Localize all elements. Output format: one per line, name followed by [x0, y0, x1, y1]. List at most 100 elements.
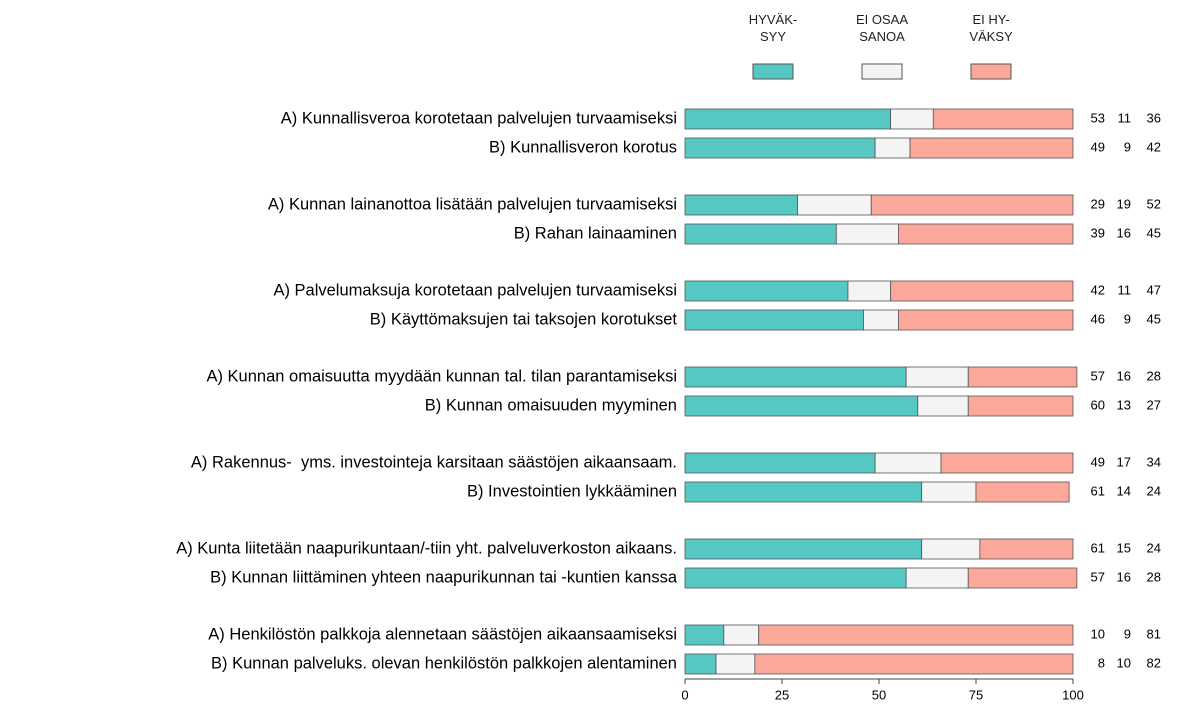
bar-segment	[863, 309, 899, 331]
bar-segment	[684, 452, 876, 474]
bar-segment	[684, 653, 717, 675]
legend-label: EI OSAA SANOA	[855, 12, 909, 44]
bar-segment	[909, 137, 1074, 159]
legend-swatch	[861, 63, 903, 80]
value-label: 57	[1091, 569, 1105, 584]
bar-segment	[723, 624, 760, 646]
bar-segment	[890, 280, 1074, 302]
bar-segment	[932, 108, 1074, 130]
bar-segment	[921, 538, 981, 560]
bar-segment	[905, 366, 969, 388]
value-label: 17	[1117, 454, 1131, 469]
value-label: 28	[1147, 368, 1161, 383]
value-label: 57	[1091, 368, 1105, 383]
value-label: 60	[1091, 397, 1105, 412]
value-label: 10	[1117, 655, 1131, 670]
bar-segment	[967, 567, 1078, 589]
bar-segment	[975, 481, 1070, 503]
category-label: A) Henkilöstön palkkoja alennetaan sääst…	[208, 625, 677, 643]
value-label: 11	[1118, 282, 1132, 297]
legend-label: EI HY- VÄKSY	[969, 12, 1013, 44]
bar-segment	[835, 223, 899, 245]
bar-segment	[715, 653, 756, 675]
category-label: B) Kunnan liittäminen yhteen naapurikunn…	[210, 568, 678, 586]
category-label: B) Investointien lykkääminen	[467, 482, 677, 500]
value-label: 52	[1147, 196, 1161, 211]
value-label: 39	[1091, 225, 1105, 240]
value-label: 16	[1117, 225, 1131, 240]
x-tick-label: 50	[872, 687, 886, 702]
bar-segment	[684, 366, 907, 388]
value-label: 14	[1117, 483, 1131, 498]
value-label: 36	[1147, 110, 1161, 125]
bar-segment	[684, 395, 919, 417]
value-label: 45	[1147, 311, 1161, 326]
bar-segment	[921, 481, 977, 503]
bar-segment	[684, 108, 892, 130]
category-label: A) Kunnallisveroa korotetaan palvelujen …	[281, 109, 677, 127]
value-label: 24	[1147, 483, 1161, 498]
bar-segment	[905, 567, 969, 589]
value-label: 49	[1091, 139, 1105, 154]
category-label: B) Käyttömaksujen tai taksojen korotukse…	[370, 310, 678, 328]
bar-segment	[967, 395, 1074, 417]
value-label: 16	[1117, 569, 1131, 584]
bar-segment	[847, 280, 892, 302]
bar-segment	[967, 366, 1078, 388]
value-label: 61	[1091, 483, 1105, 498]
category-label: A) Rakennus- yms. investointeja karsitaa…	[191, 453, 677, 471]
value-label: 15	[1117, 540, 1131, 555]
bar-segment	[684, 567, 907, 589]
bar-segment	[684, 624, 725, 646]
value-label: 46	[1091, 311, 1105, 326]
category-label: A) Kunnan omaisuutta myydään kunnan tal.…	[206, 367, 677, 385]
value-label: 19	[1117, 196, 1131, 211]
bar-segment	[684, 137, 876, 159]
bar-segment	[898, 223, 1074, 245]
bar-segment	[874, 452, 942, 474]
value-label: 42	[1147, 139, 1161, 154]
bar-segment	[684, 223, 837, 245]
value-label: 29	[1091, 196, 1105, 211]
bar-segment	[874, 137, 911, 159]
x-tick-label: 0	[681, 687, 688, 702]
bar-segment	[684, 481, 923, 503]
x-tick-label: 25	[775, 687, 789, 702]
x-tick-label: 100	[1062, 687, 1084, 702]
bar-segment	[940, 452, 1074, 474]
bar-segment	[890, 108, 934, 130]
value-label: 9	[1124, 626, 1131, 641]
value-label: 8	[1098, 655, 1105, 670]
category-label: A) Palvelumaksuja korotetaan palvelujen …	[273, 281, 677, 299]
bar-segment	[797, 194, 872, 216]
value-label: 9	[1124, 311, 1131, 326]
value-label: 24	[1147, 540, 1161, 555]
category-label: A) Kunta liitetään naapurikuntaan/-tiin …	[176, 539, 677, 557]
category-label: B) Kunnan omaisuuden myyminen	[425, 396, 677, 414]
x-tick-label: 75	[969, 687, 983, 702]
value-label: 42	[1091, 282, 1105, 297]
value-label: 53	[1091, 110, 1105, 125]
category-label: A) Kunnan lainanottoa lisätään palveluje…	[268, 195, 677, 213]
value-label: 47	[1147, 282, 1161, 297]
category-label: B) Kunnan palveluks. olevan henkilöstön …	[211, 654, 677, 672]
value-label: 28	[1147, 569, 1161, 584]
value-label: 81	[1147, 626, 1161, 641]
value-label: 16	[1117, 368, 1131, 383]
bar-segment	[979, 538, 1074, 560]
value-label: 45	[1147, 225, 1161, 240]
value-label: 11	[1118, 110, 1132, 125]
bar-segment	[758, 624, 1074, 646]
value-label: 82	[1147, 655, 1161, 670]
value-label: 61	[1091, 540, 1105, 555]
legend-swatch	[970, 63, 1012, 80]
legend-swatch	[752, 63, 794, 80]
category-label: B) Rahan lainaaminen	[514, 224, 677, 242]
bar-segment	[754, 653, 1074, 675]
bar-segment	[684, 280, 849, 302]
bar-segment	[917, 395, 969, 417]
value-label: 49	[1091, 454, 1105, 469]
bar-segment	[684, 194, 798, 216]
